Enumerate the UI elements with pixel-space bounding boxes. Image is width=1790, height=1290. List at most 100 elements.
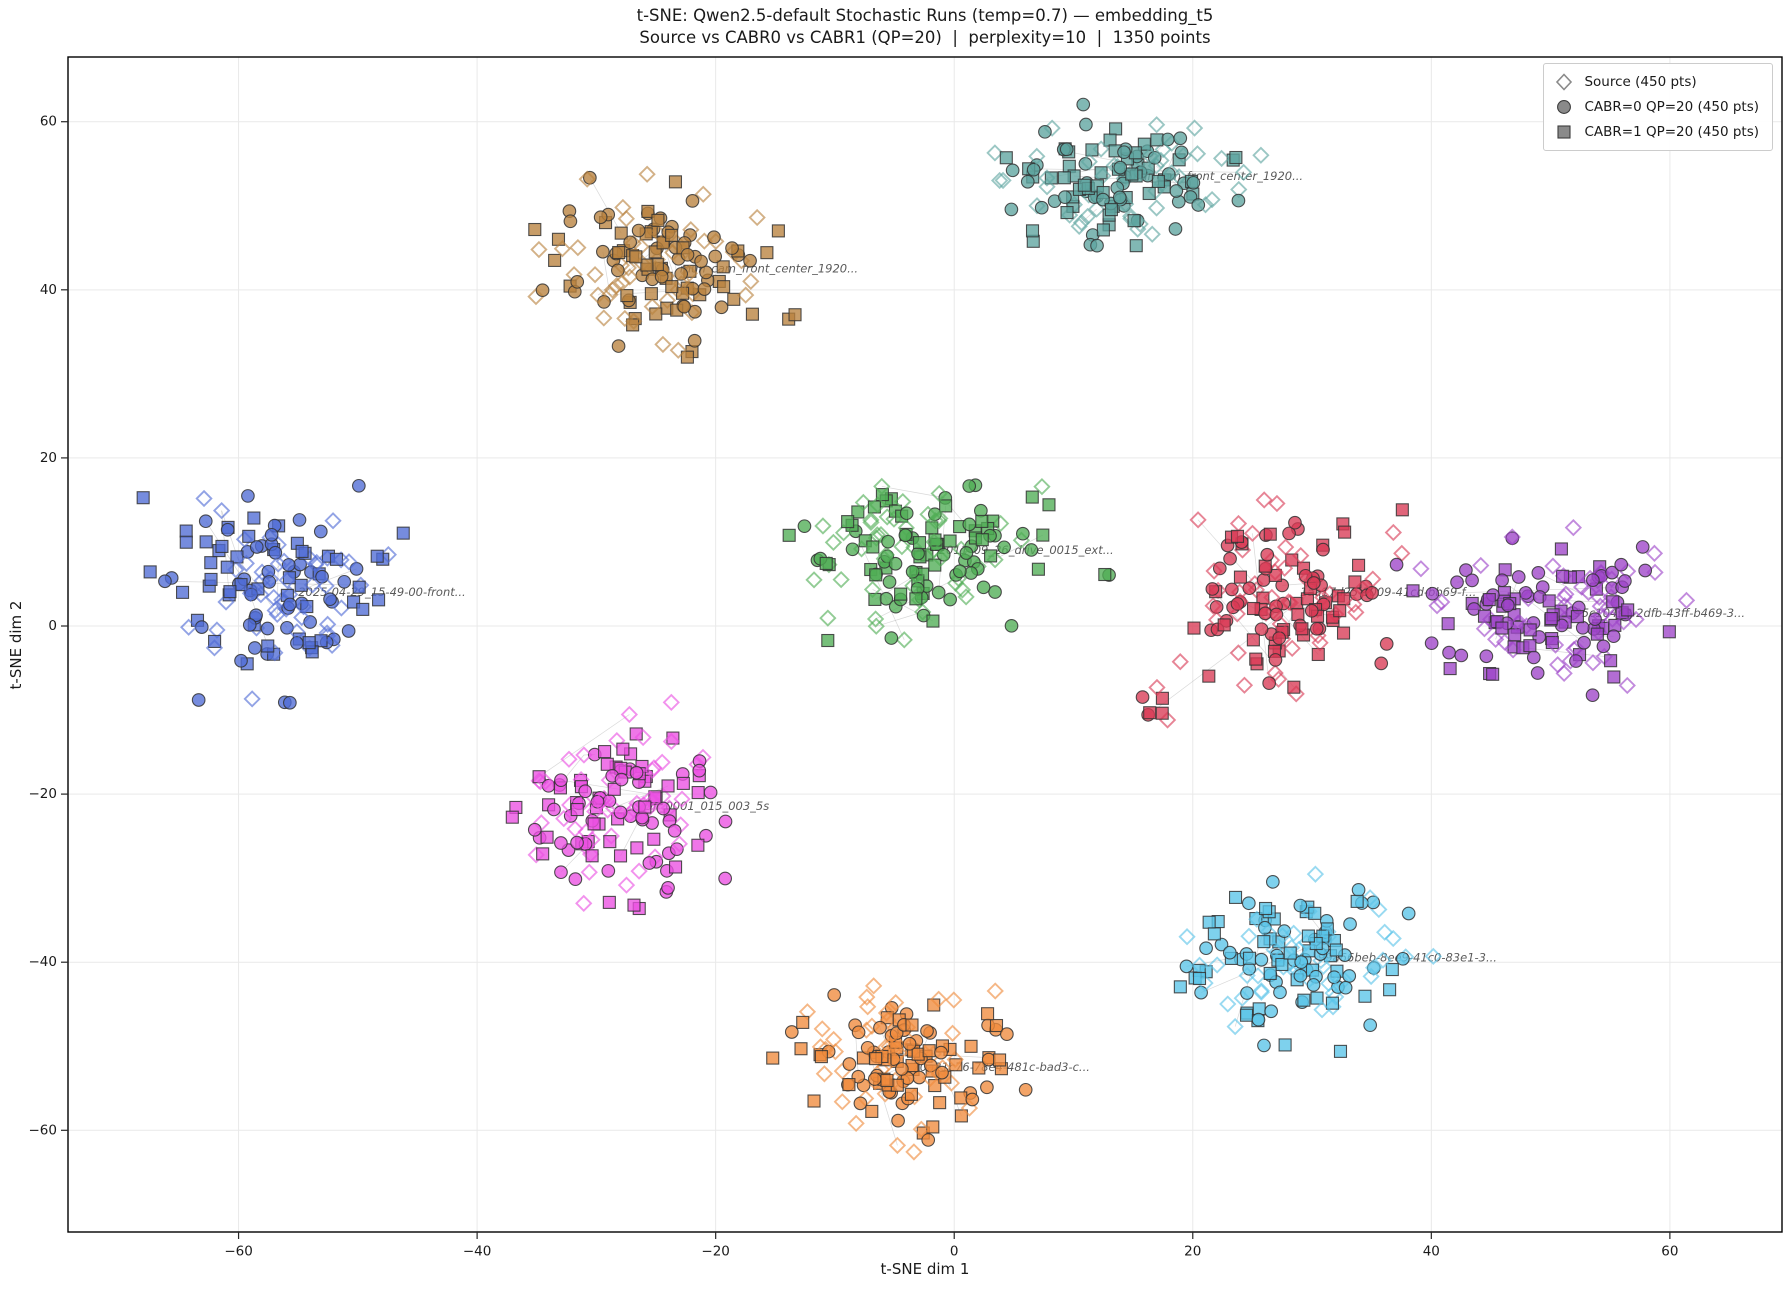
scatter-point-circle-cabr0 [351, 478, 366, 493]
scatter-point-diamond-source [990, 171, 1009, 190]
scatter-point-diamond-source [324, 512, 342, 530]
scatter-point-square-cabr1 [179, 535, 193, 549]
scatter-point-circle-cabr0 [610, 263, 625, 278]
scatter-point-circle-cabr0 [1214, 937, 1229, 952]
scatter-point-diamond-source [921, 1069, 939, 1087]
title-block: t-SNE: Qwen2.5-default Stochastic Runs (… [68, 5, 1782, 49]
scatter-point-diamond-source [1615, 613, 1633, 631]
scatter-point-diamond-source [595, 309, 613, 327]
scatter-point-circle-cabr0 [1343, 917, 1357, 931]
x-tick-label: 40 [1423, 1244, 1440, 1260]
scatter-point-square-cabr1 [760, 246, 774, 260]
scatter-point-circle-cabr0 [1577, 635, 1591, 650]
scatter-point-square-cabr1 [1096, 223, 1110, 237]
scatter-point-diamond-source [887, 993, 905, 1012]
scatter-point-circle-cabr0 [198, 514, 213, 529]
scatter-point-circle-cabr0 [1223, 551, 1237, 566]
scatter-point-circle-cabr0 [1442, 645, 1456, 660]
scatter-point-circle-cabr0 [1635, 540, 1650, 554]
scatter-point-circle-cabr0 [601, 863, 616, 878]
scatter-point-square-cabr1 [175, 585, 190, 599]
scatter-point-circle-cabr0 [1306, 576, 1321, 590]
scatter-point-diamond-source [1561, 652, 1580, 670]
scatter-point-circle-cabr0 [1401, 906, 1416, 921]
scatter-point-circle-cabr0 [1606, 629, 1621, 644]
scatter-point-square-cabr1 [242, 529, 256, 543]
scatter-point-square-cabr1 [869, 568, 883, 582]
scatter-point-square-cabr1 [1544, 612, 1558, 626]
scatter-point-diamond-source [1087, 200, 1106, 218]
scatter-point-circle-cabr0 [845, 542, 860, 557]
scatter-point-circle-cabr0 [1000, 1027, 1014, 1041]
scatter-point-square-cabr1 [993, 1053, 1007, 1067]
scatter-point-circle-cabr0 [1174, 145, 1189, 160]
scatter-point-circle-cabr0 [1316, 542, 1330, 557]
scatter-point-square-cabr1 [1268, 568, 1282, 582]
scatter-point-diamond-source [814, 517, 832, 535]
scatter-point-circle-cabr0 [194, 620, 209, 634]
scatter-point-diamond-source [318, 624, 336, 642]
scatter-point-diamond-source [819, 609, 837, 627]
scatter-point-diamond-source [1306, 865, 1325, 883]
scatter-point-square-cabr1 [782, 528, 796, 542]
scatter-point-square-cabr1 [1556, 569, 1570, 583]
scatter-point-circle-cabr0 [1306, 978, 1321, 992]
scatter-point-square-cabr1 [1202, 669, 1216, 683]
scatter-point-circle-cabr0 [247, 641, 262, 655]
scatter-point-circle-cabr0 [784, 1025, 799, 1039]
scatter-point-square-cabr1 [1263, 966, 1277, 980]
scatter-point-circle-cabr0 [1585, 688, 1600, 703]
legend-item-cabr0: CABR=0 QP=20 (450 pts) [1554, 97, 1759, 117]
connector-line [1501, 579, 1585, 644]
scatter-point-square-cabr1 [629, 250, 643, 264]
scatter-point-circle-cabr0 [1173, 131, 1188, 146]
scatter-point-square-cabr1 [1352, 558, 1366, 572]
scatter-point-square-cabr1 [716, 260, 730, 274]
connector-line [1147, 603, 1297, 716]
scatter-point-square-cabr1 [396, 526, 410, 540]
scatter-point-diamond-source [340, 553, 358, 571]
scatter-point-diamond-source [890, 1044, 908, 1062]
scatter-point-diamond-source [912, 1120, 930, 1138]
scatter-point-square-cabr1 [866, 540, 880, 554]
scatter-point-circle-cabr0 [614, 772, 629, 787]
scatter-point-diamond-source [241, 584, 260, 603]
scatter-point-circle-cabr0 [699, 265, 713, 280]
scatter-point-circle-cabr0 [1351, 883, 1366, 897]
scatter-point-square-cabr1 [745, 307, 759, 321]
scatter-point-diamond-source [1347, 603, 1365, 622]
scatter-point-diamond-source [946, 1050, 964, 1069]
scatter-point-square-cabr1 [668, 175, 683, 189]
scatter-point-circle-cabr0 [692, 763, 707, 778]
scatter-point-diamond-source [1311, 634, 1329, 652]
scatter-point-diamond-source [630, 862, 648, 880]
scatter-point-diamond-source [662, 732, 681, 751]
y-tick-label: 40 [40, 282, 57, 298]
scatter-point-circle-cabr0 [563, 214, 578, 229]
scatter-point-circle-cabr0 [1575, 620, 1590, 635]
scatter-point-diamond-source [621, 268, 639, 286]
scatter-point-diamond-source [1038, 169, 1056, 187]
scatter-point-circle-cabr0 [851, 1025, 866, 1040]
scatter-point-diamond-source [858, 988, 876, 1006]
x-tick-label: −20 [701, 1244, 730, 1260]
diamond-marker-icon [1556, 73, 1573, 91]
scatter-point-diamond-source [614, 198, 632, 217]
scatter-point-diamond-source [303, 576, 322, 594]
scatter-point-square-cabr1 [261, 639, 275, 653]
scatter-point-circle-cabr0 [1269, 607, 1284, 622]
scatter-point-diamond-source [575, 746, 593, 764]
scatter-point-circle-cabr0 [714, 300, 729, 315]
scatter-point-diamond-source [607, 276, 626, 295]
scatter-point-circle-cabr0 [697, 282, 712, 296]
scatter-point-circle-cabr0 [1450, 575, 1464, 590]
scatter-point-circle-cabr0 [902, 1036, 917, 1051]
scatter-point-circle-cabr0 [1530, 666, 1545, 680]
scatter-point-diamond-source [1503, 528, 1521, 546]
scatter-point-diamond-source [880, 1037, 898, 1056]
scatter-point-circle-cabr0 [249, 540, 264, 554]
scatter-point-circle-cabr0 [158, 574, 172, 589]
scatter-point-diamond-source [645, 759, 663, 777]
scatter-point-square-cabr1 [680, 350, 694, 364]
scatter-point-circle-cabr0 [191, 693, 206, 707]
